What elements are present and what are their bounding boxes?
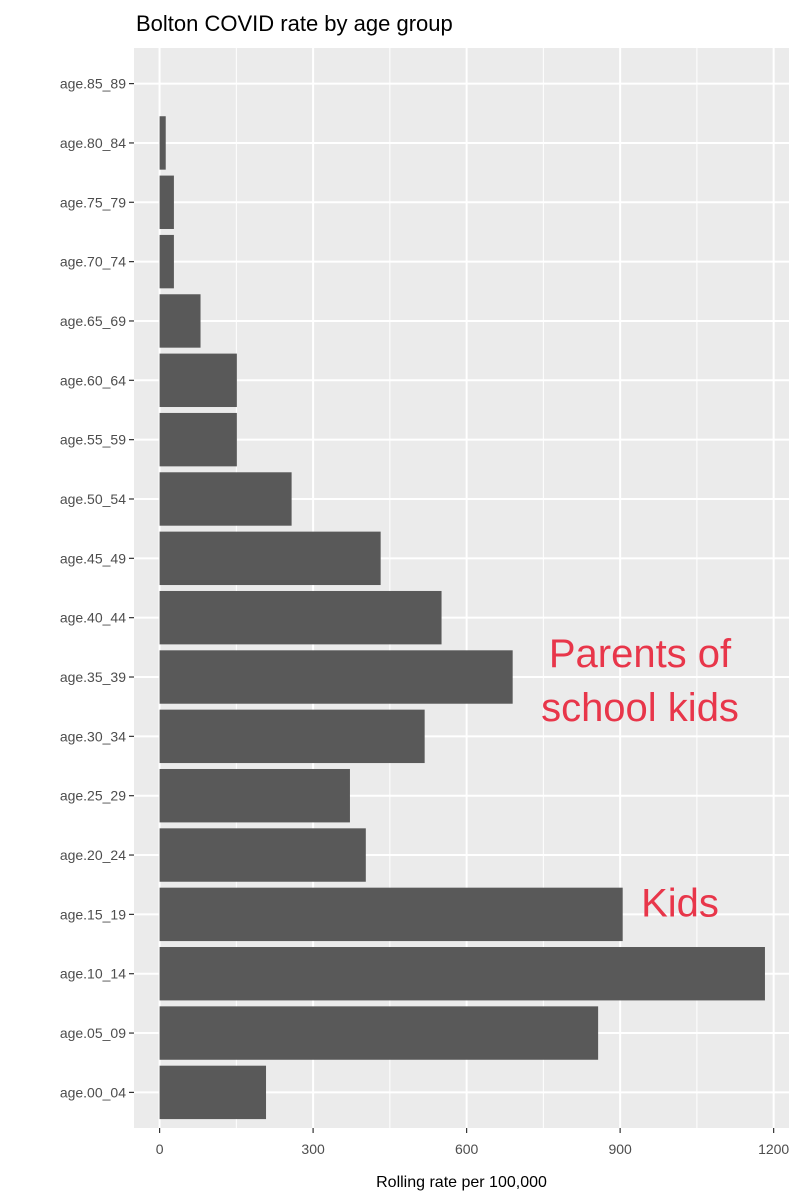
bar-age-70-74 <box>159 234 174 289</box>
bar-age-40-44 <box>159 590 442 645</box>
y-tick-label: age.55_59 <box>60 432 126 448</box>
y-tick-label: age.70_74 <box>60 254 126 270</box>
x-tick-label: 600 <box>455 1141 479 1157</box>
bar-age-35-39 <box>159 650 513 704</box>
annotation-layer: Parents of school kids Kids <box>541 632 739 925</box>
bar-layer <box>159 116 765 1120</box>
bar-age-60-64 <box>159 353 237 408</box>
annotation-text: Kids <box>641 881 719 925</box>
y-tick-label: age.25_29 <box>60 788 126 804</box>
y-tick-label: age.35_39 <box>60 669 126 685</box>
bar-age-15-19 <box>159 887 623 942</box>
x-axis: 0 300 600 900 1200 <box>156 1128 789 1157</box>
y-tick-label: age.45_49 <box>60 550 126 566</box>
y-tick-label: age.65_69 <box>60 313 126 329</box>
y-tick-label: age.10_14 <box>60 966 126 982</box>
y-tick-label: age.60_64 <box>60 372 126 388</box>
x-tick-label: 900 <box>608 1141 632 1157</box>
x-axis-title: Rolling rate per 100,000 <box>376 1174 547 1191</box>
y-tick-label: age.85_89 <box>60 76 126 92</box>
x-tick-label: 0 <box>156 1141 164 1157</box>
bar-age-55-59 <box>159 412 237 467</box>
bar-age-20-24 <box>159 828 366 882</box>
bar-age-10-14 <box>159 947 765 1001</box>
bar-age-05-09 <box>159 1006 599 1060</box>
bar-age-50-54 <box>159 472 292 526</box>
y-tick-label: age.40_44 <box>60 610 126 626</box>
y-tick-label: age.00_04 <box>60 1084 126 1100</box>
bar-age-75-79 <box>159 175 174 229</box>
bar-age-25-29 <box>159 768 350 823</box>
bar-age-65-69 <box>159 294 201 348</box>
y-tick-label: age.20_24 <box>60 847 126 863</box>
y-tick-label: age.75_79 <box>60 194 126 210</box>
bar-age-00-04 <box>159 1065 267 1120</box>
y-axis: age.00_04 age.05_09 age.10_14 age.15_19 age.… <box>60 76 134 1100</box>
y-tick-label: age.15_19 <box>60 906 126 922</box>
chart-title: Bolton COVID rate by age group <box>136 11 453 36</box>
x-tick-label: 1200 <box>758 1141 789 1157</box>
annotation-text: Parents of <box>549 632 732 676</box>
bar-age-45-49 <box>159 531 381 586</box>
annotation-text: school kids <box>541 686 739 730</box>
y-tick-label: age.30_34 <box>60 728 126 744</box>
y-tick-label: age.05_09 <box>60 1025 126 1041</box>
y-tick-label: age.80_84 <box>60 135 126 151</box>
x-tick-label: 300 <box>301 1141 325 1157</box>
bar-age-30-34 <box>159 709 425 764</box>
bar-age-80-84 <box>159 116 166 170</box>
y-tick-label: age.50_54 <box>60 491 126 507</box>
